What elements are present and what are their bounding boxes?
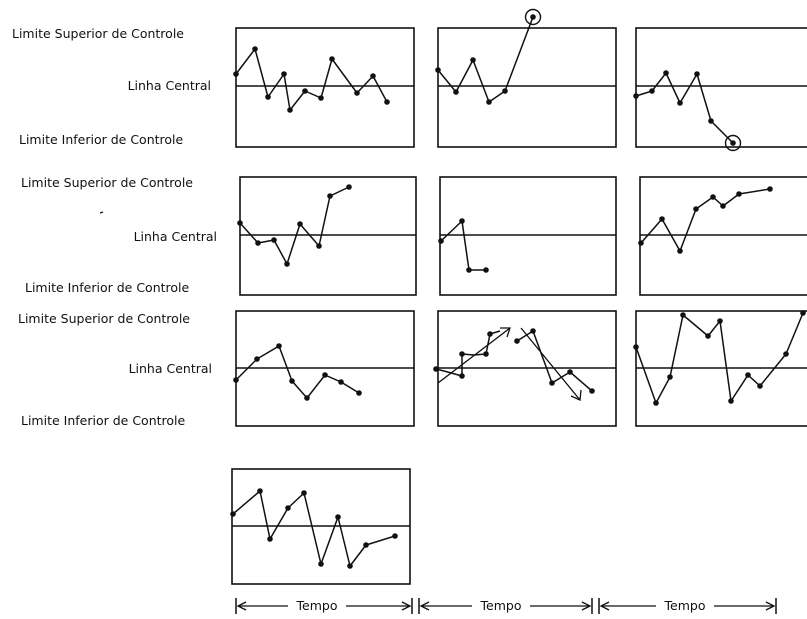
panel-trends: [433, 310, 617, 427]
panel-point-below-lower-limit: [633, 27, 807, 152]
center-line-label: Linha Central: [128, 78, 211, 93]
lower-limit-label: Limite Inferior de Controle: [25, 280, 190, 295]
lower-limit-label: Limite Inferior de Controle: [19, 132, 184, 147]
trend-up-arrow: [437, 327, 511, 384]
time-label: Tempo: [480, 598, 522, 613]
panel-high-variability: [633, 310, 807, 427]
center-line-label: Linha Central: [134, 229, 217, 244]
panel-random-variation: [233, 27, 415, 148]
upper-limit-label: Limite Superior de Controle: [21, 175, 193, 190]
panel-run-above-center: [237, 176, 417, 296]
time-axis-3: Tempo: [598, 598, 777, 614]
upper-limit-label: Limite Superior de Controle: [18, 311, 190, 326]
trend-down-arrow: [520, 327, 582, 401]
lower-limit-label: Limite Inferior de Controle: [21, 413, 186, 428]
time-axis-2: Tempo: [418, 598, 593, 614]
data-points: [233, 46, 390, 113]
out-of-control-point-marker: [724, 134, 742, 152]
scan-mark: [99, 211, 104, 214]
row-2-labels: Limite Superior de Controle Linha Centra…: [21, 175, 217, 295]
panel-alternating: [230, 468, 411, 585]
row-3-labels: Limite Superior de Controle Linha Centra…: [18, 311, 212, 428]
out-of-control-point-marker: [524, 8, 542, 26]
panel-sudden-shift: [438, 176, 617, 296]
time-label: Tempo: [296, 598, 338, 613]
time-label: Tempo: [664, 598, 706, 613]
panel-point-above-upper-limit: [435, 8, 617, 148]
center-line-label: Linha Central: [129, 361, 212, 376]
panel-cycle: [233, 310, 415, 427]
time-axis-1: Tempo: [235, 598, 413, 614]
panel-gradual-shift-up: [638, 176, 807, 296]
upper-limit-label: Limite Superior de Controle: [12, 26, 184, 41]
row-1-labels: Limite Superior de Controle Linha Centra…: [12, 26, 211, 147]
